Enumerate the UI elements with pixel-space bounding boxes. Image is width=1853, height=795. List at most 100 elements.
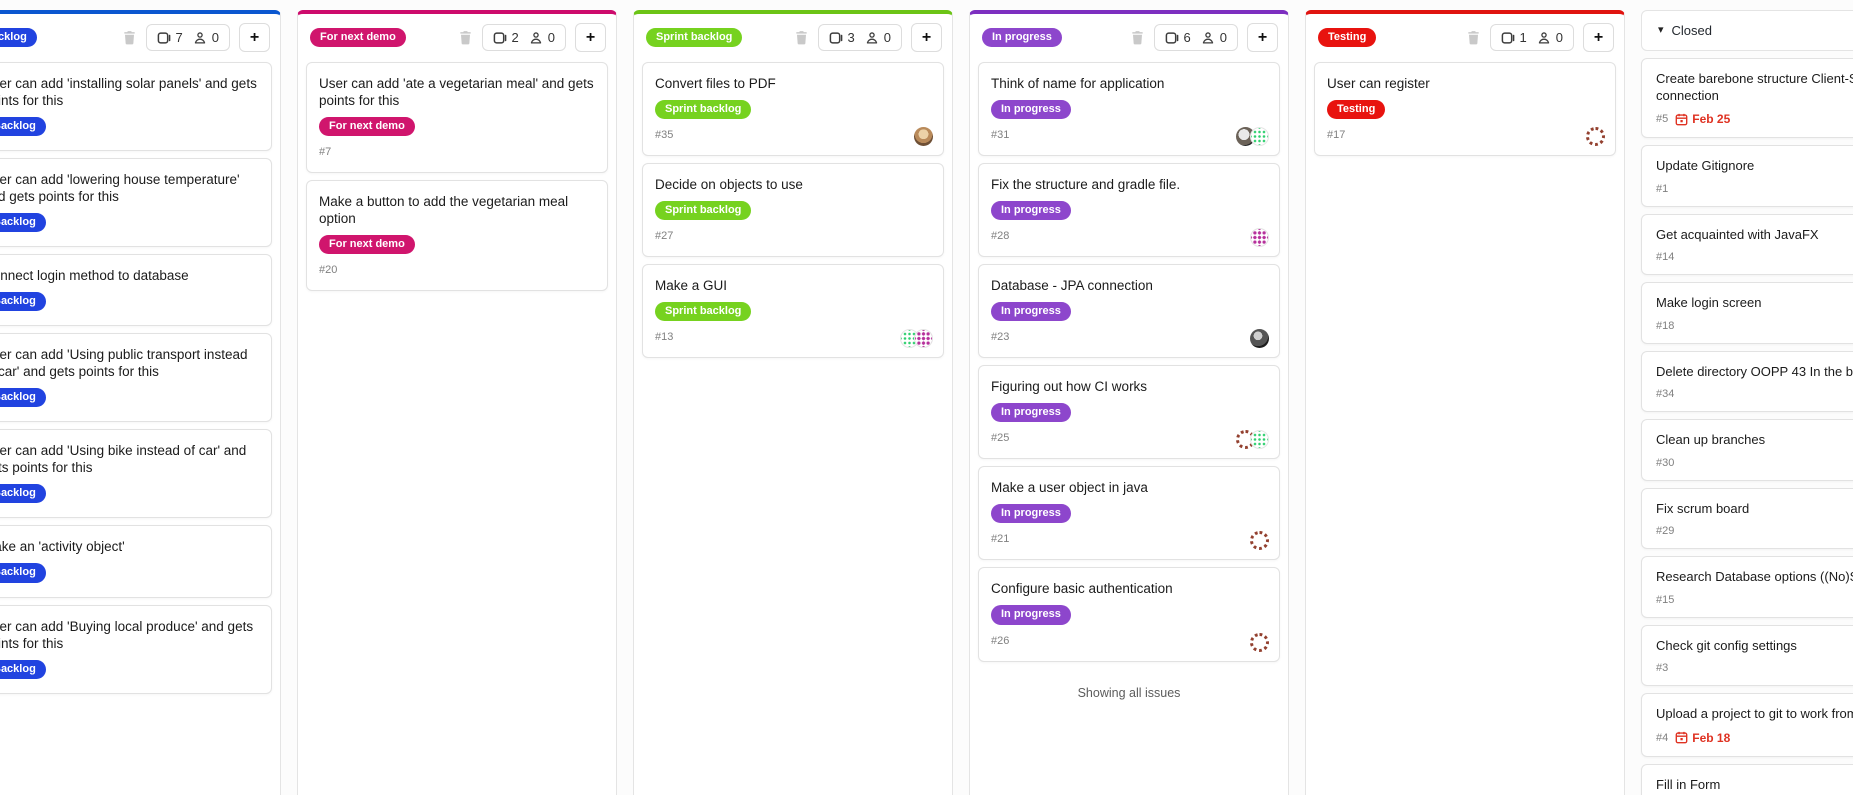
card-title: Clean up branches xyxy=(1656,432,1766,447)
column-header-actions: 2 0 + xyxy=(458,23,606,52)
card[interactable]: User can add 'installing solar panels' a… xyxy=(0,62,272,152)
card[interactable]: Database - JPA connection In progress #23 xyxy=(978,264,1280,359)
card-list: Convert files to PDF Sprint backlog #35 Dec… xyxy=(634,60,952,366)
card[interactable]: User can add 'ate a vegetarian meal' and… xyxy=(306,62,608,174)
column-header-actions: 1 0 + xyxy=(1466,23,1614,52)
trash-icon[interactable] xyxy=(1130,30,1145,45)
card-number: #35 xyxy=(655,129,674,142)
closed-card[interactable]: Check git config settings #3 xyxy=(1641,624,1853,686)
column-for-next-demo: For next demo 2 0 + User can add 'ate a vege… xyxy=(297,10,617,795)
card-number: #29 xyxy=(1656,525,1675,537)
column-header: Sprint backlog 3 0 + xyxy=(634,14,952,60)
card-number: #3 xyxy=(1656,662,1669,674)
closed-card[interactable]: Upload a project to git to work from #4 Fe… xyxy=(1641,693,1853,757)
card[interactable]: User can add 'Using public transport ins… xyxy=(0,333,272,423)
card[interactable]: User can add 'Using bike instead of car'… xyxy=(0,429,272,519)
calendar-icon xyxy=(1675,113,1688,126)
people-count: 0 xyxy=(883,30,891,45)
column-header: Backlog70+ xyxy=(0,14,280,60)
card[interactable]: Make an 'activity object' Backlog xyxy=(0,525,272,598)
card-label: In progress xyxy=(991,201,1071,221)
trash-icon[interactable] xyxy=(458,30,473,45)
card[interactable]: Connect login method to database Backlog xyxy=(0,254,272,327)
card-assignees xyxy=(1250,329,1269,349)
due-date-text: Feb 18 xyxy=(1692,730,1731,745)
card-title: Convert files to PDF xyxy=(655,76,776,91)
card[interactable]: Make a GUI Sprint backlog #13 xyxy=(642,264,944,359)
card[interactable]: Make a button to add the vegetarian meal… xyxy=(306,180,608,292)
card-title: User can register xyxy=(1327,76,1430,91)
column-header: In progress 6 0 + xyxy=(970,14,1288,60)
ring-darkred-avatar xyxy=(1250,531,1269,551)
closed-card[interactable]: Create barebone structure Client-Server … xyxy=(1641,58,1853,138)
add-card-button[interactable]: + xyxy=(911,23,942,52)
card-title: User can add 'ate a vegetarian meal' and… xyxy=(319,76,594,108)
card[interactable]: Convert files to PDF Sprint backlog #35 xyxy=(642,62,944,157)
card-title: Think of name for application xyxy=(991,76,1165,91)
trash-icon[interactable] xyxy=(1466,30,1481,45)
cards-count-icon xyxy=(493,31,507,45)
card-list: User can add 'installing solar panels' a… xyxy=(0,60,280,702)
cards-count: 1 xyxy=(1519,30,1527,45)
card-title: User can add 'installing solar panels' a… xyxy=(0,76,257,108)
card-title: Configure basic authentication xyxy=(991,581,1173,597)
card-meta: #3 xyxy=(1656,662,1853,674)
people-count: 0 xyxy=(1555,30,1563,45)
card-label: Backlog xyxy=(0,213,46,233)
trash-icon[interactable] xyxy=(794,30,809,45)
people-count-icon xyxy=(1201,31,1215,45)
card-number: #13 xyxy=(655,331,674,344)
cards-count: 2 xyxy=(511,30,519,45)
closed-card[interactable]: Update Gitignore #1 xyxy=(1641,145,1853,207)
card-number: #25 xyxy=(991,432,1010,445)
card[interactable]: User can add 'Buying local produce' and … xyxy=(0,604,272,694)
ring-darkred-avatar xyxy=(1586,127,1605,147)
cards-count-icon xyxy=(1165,31,1179,45)
add-card-button[interactable]: + xyxy=(1583,23,1614,52)
people-count-icon xyxy=(865,31,879,45)
card-title: Figuring out how CI works xyxy=(991,379,1148,395)
card-label: For next demo xyxy=(319,117,415,137)
closed-card[interactable]: Make login screen #18 xyxy=(1641,282,1853,344)
card-label: Backlog xyxy=(0,292,46,312)
column-sprint-backlog: Sprint backlog 3 0 + Convert files to PDF Spr… xyxy=(633,10,953,795)
card[interactable]: Make a user object in java In progress #21 xyxy=(978,466,1280,561)
identicon-green-avatar xyxy=(1250,127,1269,147)
card-number: #28 xyxy=(991,230,1010,243)
card-number: #18 xyxy=(1656,319,1675,332)
card-title: Make a button to add the vegetarian meal… xyxy=(319,194,569,227)
card[interactable]: Fix the structure and gradle file. In pro… xyxy=(978,163,1280,258)
closed-column-header[interactable]: ▾ Closed xyxy=(1641,10,1853,51)
closed-card[interactable]: Clean up branches #30 xyxy=(1641,419,1853,481)
card-title: User can add 'Using public transport ins… xyxy=(0,347,248,380)
card-assignees xyxy=(1236,127,1269,147)
add-card-button[interactable]: + xyxy=(1247,23,1278,52)
card-number: #14 xyxy=(1656,251,1675,263)
due-date-text: Feb 25 xyxy=(1692,112,1731,126)
closed-card[interactable]: Fill in Form xyxy=(1641,763,1853,795)
card[interactable]: User can register Testing #17 xyxy=(1314,62,1616,157)
card-title: Make login screen xyxy=(1656,295,1762,310)
column-header-actions: 6 0 + xyxy=(1130,23,1278,52)
column-header: Testing 1 0 + xyxy=(1306,14,1624,60)
column-header: For next demo 2 0 + xyxy=(298,14,616,60)
card[interactable]: Decide on objects to use Sprint backlog #2… xyxy=(642,163,944,258)
add-card-button[interactable]: + xyxy=(239,23,270,52)
card[interactable]: Configure basic authentication In progres… xyxy=(978,567,1280,662)
closed-card[interactable]: Get acquainted with JavaFX #14 xyxy=(1641,213,1853,275)
card-meta: #14 xyxy=(1656,251,1853,263)
card[interactable]: Think of name for application In progress… xyxy=(978,62,1280,157)
card[interactable]: Figuring out how CI works In progress #25 xyxy=(978,365,1280,460)
closed-card[interactable]: Research Database options ((No)SQL?) #15 xyxy=(1641,556,1853,618)
trash-icon[interactable] xyxy=(122,30,137,45)
card-number: #5 xyxy=(1656,113,1669,125)
closed-card[interactable]: Delete directory OOPP 43 In the beginnin… xyxy=(1641,350,1853,412)
card-number: #17 xyxy=(1327,129,1346,142)
closed-card[interactable]: Fix scrum board #29 xyxy=(1641,487,1853,549)
card-number: #20 xyxy=(319,264,338,277)
card[interactable]: User can add 'lowering house temperature… xyxy=(0,158,272,248)
card-assignees xyxy=(1236,430,1269,450)
add-card-button[interactable]: + xyxy=(575,23,606,52)
